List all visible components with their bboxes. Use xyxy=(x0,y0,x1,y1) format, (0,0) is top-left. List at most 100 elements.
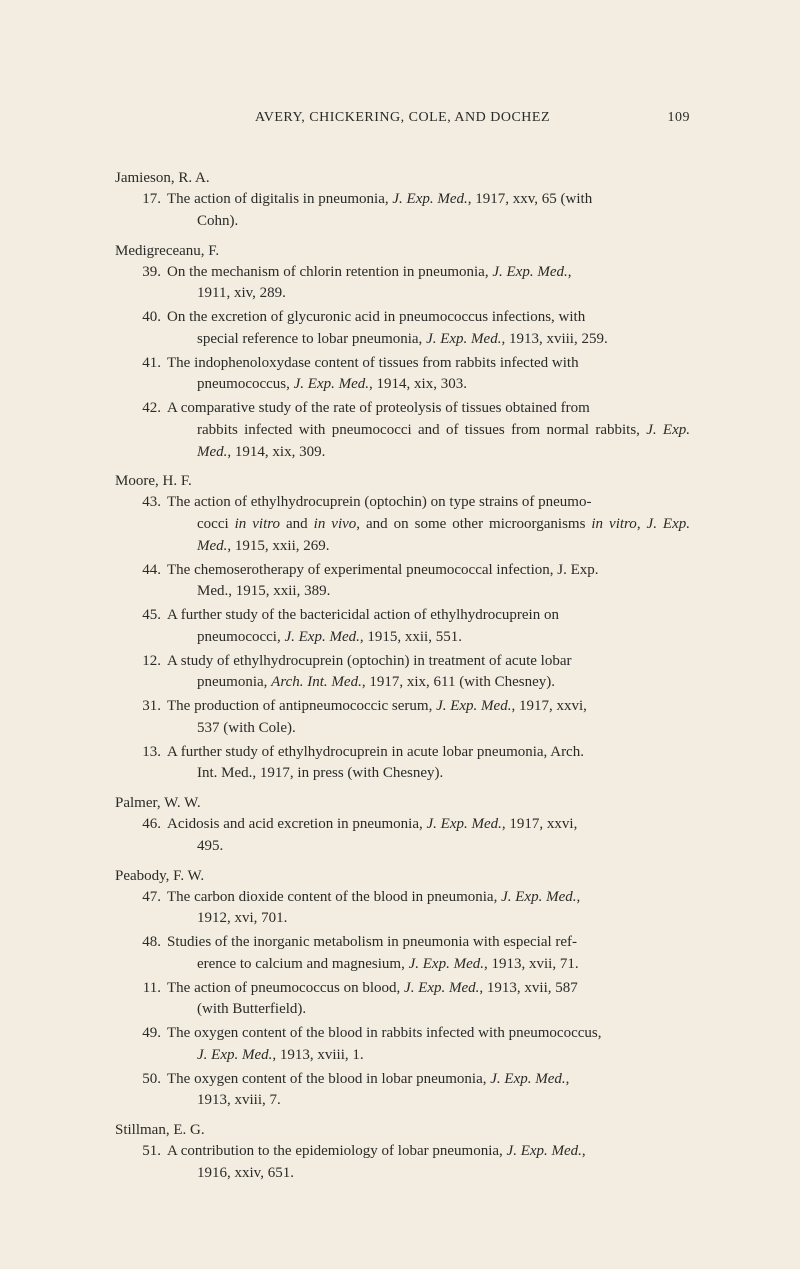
entry-text: The carbon dioxide content of the blood … xyxy=(167,887,690,931)
entry-number: 17. xyxy=(115,189,167,233)
entry-continuation: special reference to lobar pneumonia, J.… xyxy=(167,329,690,351)
entry-first-line: The production of antipneumococcic serum… xyxy=(167,696,690,718)
entry-first-line: A study of ethylhydrocuprein (optochin) … xyxy=(167,651,690,673)
bibliography-entry: 45.A further study of the bactericidal a… xyxy=(115,605,690,649)
entry-number: 51. xyxy=(115,1141,167,1185)
author-block: Peabody, F. W. 47.The carbon dioxide cont… xyxy=(115,868,690,1113)
entry-first-line: Acidosis and acid excretion in pneumonia… xyxy=(167,814,690,836)
bibliography-entry: 42.A comparative study of the rate of pr… xyxy=(115,398,690,463)
entry-first-line: The carbon dioxide content of the blood … xyxy=(167,887,690,909)
entry-text: A contribution to the epidemiology of lo… xyxy=(167,1141,690,1185)
entry-text: A comparative study of the rate of prote… xyxy=(167,398,690,463)
entry-number: 46. xyxy=(115,814,167,858)
entry-number: 43. xyxy=(115,492,167,557)
entry-first-line: A further study of the bactericidal acti… xyxy=(167,605,690,627)
entry-number: 11. xyxy=(115,978,167,1022)
entry-number: 12. xyxy=(115,651,167,695)
entry-first-line: The action of digitalis in pneumonia, J.… xyxy=(167,189,690,211)
entry-number: 41. xyxy=(115,353,167,397)
bibliography-entry: 41.The indophenoloxydase content of tiss… xyxy=(115,353,690,397)
entry-continuation: 495. xyxy=(167,836,690,858)
bibliography-entry: 43.The action of ethylhydrocuprein (opto… xyxy=(115,492,690,557)
entry-continuation: pneumonia, Arch. Int. Med., 1917, xix, 6… xyxy=(167,672,690,694)
entry-continuation: 537 (with Cole). xyxy=(167,718,690,740)
entry-text: A study of ethylhydrocuprein (optochin) … xyxy=(167,651,690,695)
bibliography-entry: 51.A contribution to the epidemiology of… xyxy=(115,1141,690,1185)
entry-continuation: 1913, xviii, 7. xyxy=(167,1090,690,1112)
entry-number: 47. xyxy=(115,887,167,931)
bibliography-entry: 11.The action of pneumococcus on blood, … xyxy=(115,978,690,1022)
bibliography: Jamieson, R. A. 17.The action of digitali… xyxy=(115,170,690,1185)
entry-text: A further study of the bactericidal acti… xyxy=(167,605,690,649)
entry-text: The oxygen content of the blood in lobar… xyxy=(167,1069,690,1113)
author-block: Medigreceanu, F. 39.On the mechanism of c… xyxy=(115,243,690,464)
entry-number: 42. xyxy=(115,398,167,463)
entry-text: Acidosis and acid excretion in pneumonia… xyxy=(167,814,690,858)
entry-continuation: 1916, xxiv, 651. xyxy=(167,1163,690,1185)
entry-text: On the excretion of glycuronic acid in p… xyxy=(167,307,690,351)
entry-first-line: The oxygen content of the blood in lobar… xyxy=(167,1069,690,1091)
entry-continuation: 1912, xvi, 701. xyxy=(167,908,690,930)
author-block: Stillman, E. G. 51.A contribution to the … xyxy=(115,1122,690,1185)
entry-number: 39. xyxy=(115,262,167,306)
entry-first-line: The action of ethylhydrocuprein (optochi… xyxy=(167,492,690,514)
running-title: AVERY, CHICKERING, COLE, AND DOCHEZ xyxy=(155,110,650,126)
bibliography-entry: 31.The production of antipneumococcic se… xyxy=(115,696,690,740)
bibliography-entry: 46.Acidosis and acid excretion in pneumo… xyxy=(115,814,690,858)
entry-text: The action of ethylhydrocuprein (optochi… xyxy=(167,492,690,557)
bibliography-entry: 47.The carbon dioxide content of the blo… xyxy=(115,887,690,931)
entry-continuation: J. Exp. Med., 1913, xviii, 1. xyxy=(167,1045,690,1067)
entry-text: The indophenoloxydase content of tissues… xyxy=(167,353,690,397)
entry-text: The production of antipneumococcic serum… xyxy=(167,696,690,740)
author-name: Moore, H. F. xyxy=(115,473,690,490)
entry-number: 40. xyxy=(115,307,167,351)
entry-continuation: Med., 1915, xxii, 389. xyxy=(167,581,690,603)
entry-continuation: erence to calcium and magnesium, J. Exp.… xyxy=(167,954,690,976)
bibliography-entry: 39.On the mechanism of chlorin retention… xyxy=(115,262,690,306)
author-name: Peabody, F. W. xyxy=(115,868,690,885)
entry-continuation: Cohn). xyxy=(167,211,690,233)
entry-first-line: On the excretion of glycuronic acid in p… xyxy=(167,307,690,329)
entry-number: 44. xyxy=(115,560,167,604)
page-number: 109 xyxy=(650,110,690,126)
entry-text: Studies of the inorganic metabolism in p… xyxy=(167,932,690,976)
entry-text: A further study of ethylhydrocuprein in … xyxy=(167,742,690,786)
entry-text: The action of digitalis in pneumonia, J.… xyxy=(167,189,690,233)
entry-text: On the mechanism of chlorin retention in… xyxy=(167,262,690,306)
bibliography-entry: 17.The action of digitalis in pneumonia,… xyxy=(115,189,690,233)
running-head: AVERY, CHICKERING, COLE, AND DOCHEZ 109 xyxy=(115,110,690,126)
author-block: Palmer, W. W.46.Acidosis and acid excret… xyxy=(115,795,690,858)
entry-first-line: The chemoserotherapy of experimental pne… xyxy=(167,560,690,582)
author-name: Medigreceanu, F. xyxy=(115,243,690,260)
entry-text: The action of pneumococcus on blood, J. … xyxy=(167,978,690,1022)
author-name: Jamieson, R. A. xyxy=(115,170,690,187)
entry-continuation: pneumococcus, J. Exp. Med., 1914, xix, 3… xyxy=(167,374,690,396)
bibliography-entry: 12.A study of ethylhydrocuprein (optochi… xyxy=(115,651,690,695)
entry-first-line: On the mechanism of chlorin retention in… xyxy=(167,262,690,284)
entry-first-line: Studies of the inorganic metabolism in p… xyxy=(167,932,690,954)
author-name: Stillman, E. G. xyxy=(115,1122,690,1139)
author-block: Moore, H. F. 43.The action of ethylhydroc… xyxy=(115,473,690,785)
author-block: Jamieson, R. A. 17.The action of digitali… xyxy=(115,170,690,233)
entry-first-line: The indophenoloxydase content of tissues… xyxy=(167,353,690,375)
entry-number: 48. xyxy=(115,932,167,976)
bibliography-entry: 49.The oxygen content of the blood in ra… xyxy=(115,1023,690,1067)
entry-first-line: The action of pneumococcus on blood, J. … xyxy=(167,978,690,1000)
entry-continuation: (with Butterfield). xyxy=(167,999,690,1021)
entry-number: 45. xyxy=(115,605,167,649)
entry-continuation: Int. Med., 1917, in press (with Chesney)… xyxy=(167,763,690,785)
entry-first-line: A comparative study of the rate of prote… xyxy=(167,398,690,420)
entry-first-line: The oxygen content of the blood in rabbi… xyxy=(167,1023,690,1045)
entry-continuation: 1911, xiv, 289. xyxy=(167,283,690,305)
entry-number: 50. xyxy=(115,1069,167,1113)
bibliography-entry: 50.The oxygen content of the blood in lo… xyxy=(115,1069,690,1113)
entry-first-line: A contribution to the epidemiology of lo… xyxy=(167,1141,690,1163)
entry-continuation: pneumococci, J. Exp. Med., 1915, xxii, 5… xyxy=(167,627,690,649)
entry-first-line: A further study of ethylhydrocuprein in … xyxy=(167,742,690,764)
entry-number: 13. xyxy=(115,742,167,786)
bibliography-entry: 40.On the excretion of glycuronic acid i… xyxy=(115,307,690,351)
page: AVERY, CHICKERING, COLE, AND DOCHEZ 109 … xyxy=(0,0,800,1269)
bibliography-entry: 48.Studies of the inorganic metabolism i… xyxy=(115,932,690,976)
entry-continuation: cocci in vitro and in vivo, and on some … xyxy=(167,514,690,558)
entry-text: The chemoserotherapy of experimental pne… xyxy=(167,560,690,604)
